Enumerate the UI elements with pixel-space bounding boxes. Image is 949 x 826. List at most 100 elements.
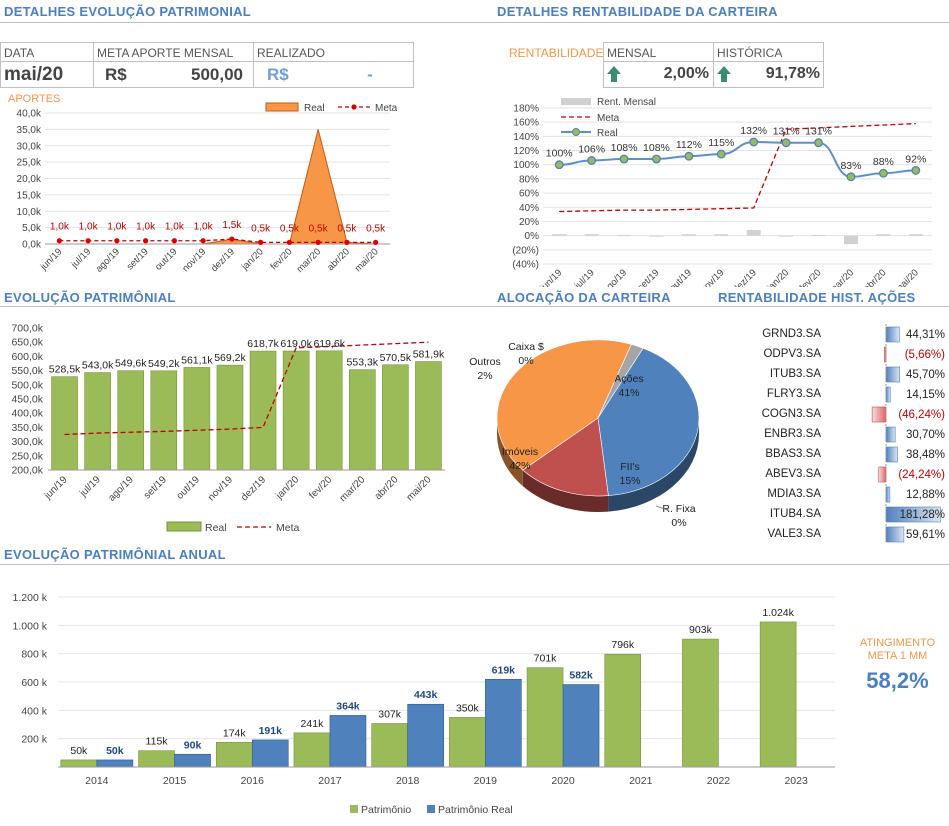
- up-arrow-icon: [717, 66, 731, 82]
- x-tick-label: out/19: [668, 267, 694, 287]
- bar-real: [216, 364, 244, 471]
- data-label: 0,5k: [337, 223, 357, 234]
- real-point: [684, 151, 694, 161]
- meta-point: [373, 239, 379, 245]
- x-tick-label: dez/19: [209, 246, 237, 274]
- data-label: 619,0k: [280, 338, 312, 350]
- x-tick-label: jun/19: [38, 246, 65, 273]
- y-tick-label: 550,0k: [11, 365, 43, 377]
- y-tick-label: 35,0k: [17, 125, 42, 136]
- bar-patrimonio: [293, 732, 331, 768]
- meta-point: [114, 238, 120, 244]
- kpi-label: ATINGIMENTO META 1 MM: [846, 637, 949, 663]
- data-label-patrimonio: 796k: [611, 639, 635, 651]
- bar-patrimonio: [526, 667, 564, 768]
- y-tick-label: 20,0k: [17, 174, 42, 185]
- date-value: mai/20: [4, 64, 64, 85]
- legend-real-label: Real: [205, 522, 227, 534]
- pie-slice-side: [497, 418, 523, 487]
- data-label: 100%: [546, 148, 573, 160]
- chart-title: APORTES: [8, 93, 60, 105]
- return-bar-positive: [885, 526, 905, 543]
- legend-meta-label: Meta: [375, 103, 398, 114]
- bar-patrimonio-real: [251, 739, 289, 768]
- ticker-label: FLRY3.SA: [767, 388, 821, 400]
- real-point: [749, 137, 759, 147]
- section-title-patrimonial-details: DETALHES EVOLUÇÃO PATRIMONIAL: [4, 4, 252, 19]
- up-arrow-icon: [607, 66, 621, 82]
- return-bar-negative: [871, 406, 887, 423]
- ticker-label: ODPV3.SA: [763, 348, 821, 360]
- kpi-label-line2: META 1 MM: [867, 650, 928, 662]
- y-tick-label: 0%: [525, 231, 540, 242]
- x-tick-label: nov/19: [180, 246, 208, 274]
- pie-label-value: 41%: [618, 387, 639, 399]
- real-point: [878, 168, 888, 178]
- x-tick-label: jun/19: [42, 474, 70, 502]
- real-point: [911, 165, 921, 175]
- x-tick-label: jul/19: [77, 474, 103, 500]
- kpi-value: 58,2%: [866, 668, 929, 693]
- meta-point: [286, 239, 292, 245]
- data-label: 549,6k: [115, 358, 147, 370]
- bar-real: [150, 370, 178, 471]
- pie-slice-side: [608, 418, 699, 512]
- y-tick-label: 80%: [519, 174, 539, 185]
- meta-point: [56, 238, 62, 244]
- bar-rent-mensal: [779, 235, 794, 237]
- pie-label-name: Ações: [614, 373, 643, 385]
- y-tick-label: 600,0k: [11, 351, 43, 363]
- x-tick-label: 2016: [241, 775, 265, 787]
- x-tick-label: mar/20: [338, 474, 368, 504]
- data-label: 0,5k: [366, 223, 386, 234]
- allocation-pie-chart: Ações 41% FII's 15% R. Fixa 0% Imóveis 42% Outro…: [469, 339, 700, 529]
- realized-value: -: [367, 65, 373, 84]
- bar-real: [348, 369, 376, 471]
- x-tick-label: nov/19: [206, 474, 235, 503]
- divider: [0, 564, 949, 565]
- y-tick-label: 15,0k: [17, 190, 42, 201]
- y-tick-label: 400,0k: [11, 408, 43, 420]
- bar-patrimonio-real: [485, 679, 522, 768]
- data-label: 131%: [773, 126, 800, 138]
- y-tick-label: 25,0k: [17, 158, 42, 169]
- legend-real-label: Real: [304, 103, 325, 114]
- bar-rent-mensal: [811, 234, 826, 236]
- return-bar-positive: [885, 326, 900, 343]
- meta-point: [229, 236, 235, 242]
- x-tick-label: mar/20: [295, 246, 324, 275]
- data-label: 108%: [643, 142, 670, 154]
- bar-patrimonio: [682, 638, 719, 768]
- section-title-stock-returns: RENTABILIDADE HIST. AÇÕES: [718, 290, 916, 305]
- bar-patrimonio: [449, 717, 486, 768]
- legend-meta-label: Meta: [597, 113, 620, 124]
- x-tick-label: mar/20: [827, 267, 856, 287]
- meta-point: [258, 239, 264, 245]
- y-tick-label: (40%): [512, 260, 539, 271]
- data-label-patrimonio: 174k: [223, 727, 247, 739]
- x-tick-label: jan/20: [764, 267, 791, 287]
- data-label-patrimonio: 50k: [70, 745, 88, 757]
- y-tick-label: 140%: [513, 132, 539, 143]
- x-tick-label: set/19: [635, 267, 661, 287]
- returns-chart: (40%) (20%) 0% 20% 40% 60% 80% 100% 120% 140% 160%…: [512, 97, 932, 287]
- x-tick-label: abr/20: [373, 474, 401, 502]
- data-label-patrimonio: 115k: [146, 736, 169, 748]
- bar-real: [84, 372, 111, 471]
- x-tick-label: out/19: [153, 246, 179, 272]
- x-tick-label: mai/20: [893, 267, 921, 287]
- x-tick-label: 2018: [396, 775, 420, 787]
- ticker-label: BBAS3.SA: [765, 448, 821, 460]
- goal-header: META APORTE MENSAL: [97, 46, 234, 60]
- bar-patrimonio-real: [174, 753, 211, 768]
- x-tick-label: jan/20: [273, 474, 301, 502]
- bar-patrimonio: [138, 750, 175, 768]
- meta-point: [143, 238, 149, 244]
- section-title-patrimonial-evolution: EVOLUÇÃO PATRIMÔNIAL: [4, 290, 176, 305]
- ticker-label: MDIA3.SA: [767, 488, 821, 500]
- x-tick-label: 2015: [163, 775, 187, 787]
- y-tick-label: 500,0k: [11, 379, 43, 391]
- bar-rent-mensal: [552, 234, 567, 236]
- data-label: 1,5k: [222, 220, 242, 231]
- pie-slice-top: [597, 344, 644, 419]
